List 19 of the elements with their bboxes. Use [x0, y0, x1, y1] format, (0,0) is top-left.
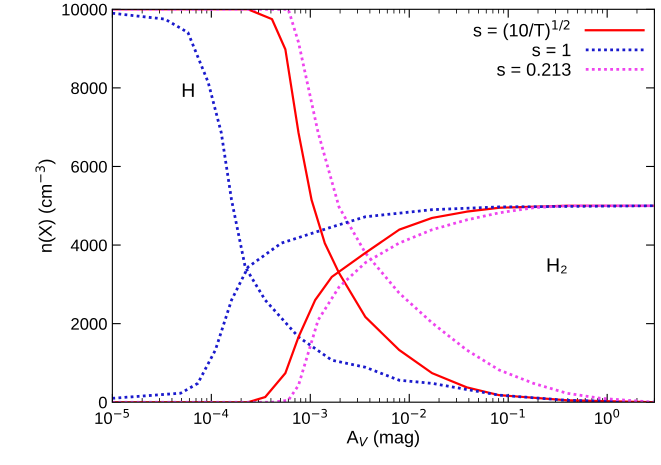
y-tick-label: 8000	[71, 82, 107, 94]
x-tick-label: 10$^{−3}$	[293, 408, 328, 424]
y-tick-label: 2000	[71, 318, 107, 330]
legend-label: s = 0.213	[497, 63, 571, 76]
x-tick-label: 10$^{−4}$	[194, 409, 228, 424]
annotation: H	[182, 83, 194, 97]
legend-label: s = (10/T)$^{1/2}$	[473, 20, 570, 40]
y-tick-label: 6000	[71, 160, 107, 173]
x-tick-label: 10$^{−5}$	[95, 409, 129, 424]
y-tick-label: 4000	[70, 239, 107, 252]
annotation: H₂	[548, 258, 567, 274]
x-axis-title: A$_{V}$ (mag)	[346, 430, 419, 448]
y-axis-title: n(X) (cm$^{−3}$)	[35, 160, 56, 252]
y-tick-label: 10000	[62, 4, 107, 16]
x-tick-label: 10$^{0}$	[595, 408, 620, 424]
legend-label: s = 1	[532, 44, 570, 56]
x-tick-label: 10$^{−2}$	[392, 408, 426, 424]
x-tick-label: 10$^{−1}$	[491, 409, 525, 424]
y-tick-label: 0	[98, 396, 107, 408]
